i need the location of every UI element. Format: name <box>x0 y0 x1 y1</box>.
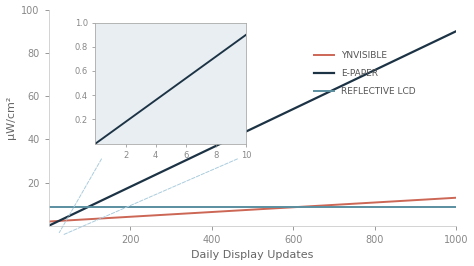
REFLECTIVE LCD <box>87 206 93 209</box>
E-PAPER <box>225 139 231 142</box>
YNVISIBLE <box>225 209 231 213</box>
E-PAPER <box>453 30 459 33</box>
REFLECTIVE LCD <box>453 206 459 209</box>
REFLECTIVE LCD <box>371 206 377 209</box>
REFLECTIVE LCD <box>210 206 216 209</box>
E-PAPER <box>87 204 93 207</box>
X-axis label: Daily Display Updates: Daily Display Updates <box>191 251 313 260</box>
YNVISIBLE <box>46 220 51 223</box>
REFLECTIVE LCD <box>225 206 231 209</box>
REFLECTIVE LCD <box>46 206 51 209</box>
YNVISIBLE <box>371 201 377 204</box>
YNVISIBLE <box>364 201 369 205</box>
Line: E-PAPER: E-PAPER <box>48 31 456 226</box>
E-PAPER <box>46 224 51 227</box>
YNVISIBLE <box>326 203 331 207</box>
Legend: YNVISIBLE, E-PAPER, REFLECTIVE LCD: YNVISIBLE, E-PAPER, REFLECTIVE LCD <box>310 47 420 101</box>
Line: YNVISIBLE: YNVISIBLE <box>48 198 456 222</box>
E-PAPER <box>326 91 331 94</box>
E-PAPER <box>371 69 377 72</box>
E-PAPER <box>364 72 369 76</box>
YNVISIBLE <box>87 218 93 221</box>
E-PAPER <box>210 146 216 149</box>
YNVISIBLE <box>453 196 459 199</box>
YNVISIBLE <box>210 210 216 214</box>
REFLECTIVE LCD <box>364 206 369 209</box>
REFLECTIVE LCD <box>326 206 331 209</box>
Y-axis label: μW/cm²: μW/cm² <box>6 96 16 139</box>
